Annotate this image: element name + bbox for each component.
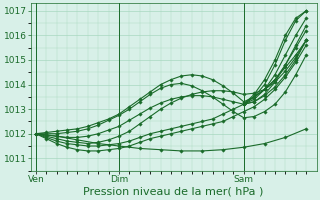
X-axis label: Pression niveau de la mer( hPa ): Pression niveau de la mer( hPa ) [84, 187, 264, 197]
